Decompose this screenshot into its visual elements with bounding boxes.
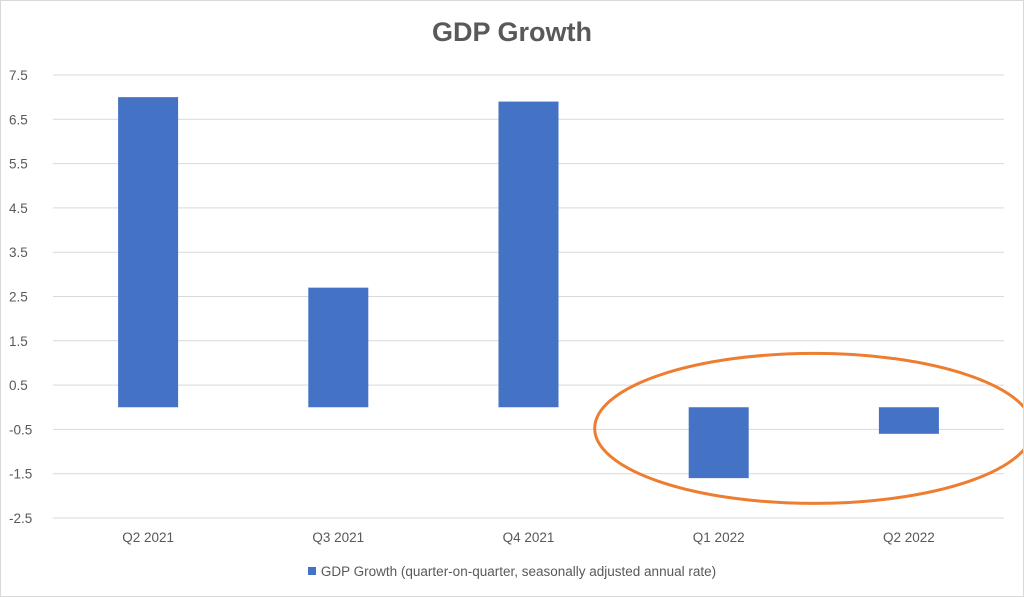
x-category-label: Q1 2022 [693,530,745,545]
bar-q3-2021 [308,287,369,408]
y-tick-label: 6.5 [9,112,28,127]
y-tick-label: 3.5 [9,245,28,260]
y-tick-label: -1.5 [9,467,32,482]
x-axis-categories: Q2 2021 Q3 2021 Q4 2021 Q1 2022 Q2 2022 [122,530,935,545]
bar-q2-2021 [118,97,179,408]
bar-q1-2022 [688,407,749,479]
legend-label: GDP Growth (quarter-on-quarter, seasonal… [320,564,717,579]
x-category-label: Q2 2021 [122,530,174,545]
y-tick-label: 2.5 [9,290,28,305]
y-tick-label: 1.5 [9,334,28,349]
x-category-label: Q3 2021 [312,530,364,545]
y-tick-label: 0.5 [9,378,28,393]
bar-chart-plot: 7.5 6.5 5.5 4.5 3.5 2.5 1.5 0.5 -0.5 -1.5 -2.5 Q2 … [9,68,1023,545]
bars [118,97,939,479]
highlight-ellipse [593,351,1023,505]
y-tick-label: -0.5 [9,422,32,437]
legend-swatch [307,567,316,575]
y-tick-label: 7.5 [9,68,28,83]
legend: GDP Growth (quarter-on-quarter, seasonal… [1,564,1023,579]
chart-title: GDP Growth [431,17,592,47]
y-tick-label: -2.5 [9,511,32,526]
x-category-label: Q2 2022 [883,530,935,545]
bar-q2-2022 [878,407,939,434]
bar-q4-2021 [498,101,559,408]
y-tick-label: 4.5 [9,201,28,216]
y-tick-label: 5.5 [9,157,28,172]
annotations [593,351,1023,505]
y-axis-ticks: 7.5 6.5 5.5 4.5 3.5 2.5 1.5 0.5 -0.5 -1.5 -2.5 [9,68,32,526]
x-category-label: Q4 2021 [503,530,555,545]
